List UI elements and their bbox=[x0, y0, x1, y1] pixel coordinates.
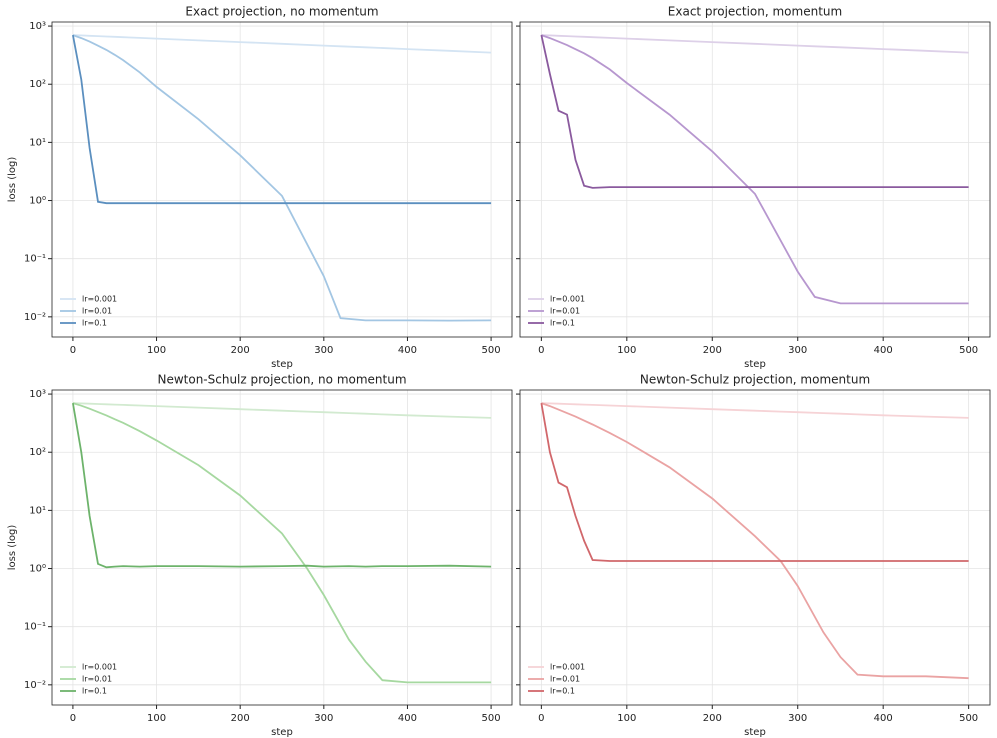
legend-label: lr=0.01 bbox=[82, 675, 112, 684]
x-axis-label: step bbox=[271, 359, 293, 370]
legend-label: lr=0.001 bbox=[550, 295, 585, 304]
y-tick-label: 10³ bbox=[29, 389, 46, 400]
y-tick-label: 10⁻² bbox=[24, 680, 46, 691]
line-series bbox=[72, 34, 492, 205]
axes-frame bbox=[51, 389, 513, 706]
x-tick-label: 200 bbox=[231, 713, 250, 724]
legend-label: lr=0.1 bbox=[550, 687, 575, 696]
chart-title: Exact projection, momentum bbox=[668, 5, 842, 19]
y-tick-label: 10⁻¹ bbox=[24, 254, 46, 265]
x-tick-label: 500 bbox=[959, 713, 978, 724]
x-tick-label: 400 bbox=[398, 713, 417, 724]
chart-title: Newton-Schulz projection, momentum bbox=[640, 373, 870, 387]
x-tick-label: 0 bbox=[538, 713, 544, 724]
y-axis-label: loss (log) bbox=[7, 525, 18, 571]
chart-title: Exact projection, no momentum bbox=[185, 5, 378, 19]
x-tick-label: 100 bbox=[147, 345, 166, 356]
x-tick-label: 500 bbox=[959, 345, 978, 356]
line-series bbox=[540, 402, 969, 562]
line-series bbox=[72, 34, 492, 322]
x-tick-label: 100 bbox=[617, 713, 636, 724]
x-tick-label: 400 bbox=[398, 345, 417, 356]
line-series bbox=[72, 402, 492, 684]
x-axis-label: step bbox=[271, 727, 293, 738]
x-tick-label: 0 bbox=[70, 713, 76, 724]
plot-area bbox=[72, 402, 492, 684]
x-tick-label: 300 bbox=[788, 345, 807, 356]
line-series bbox=[541, 402, 969, 419]
legend-label: lr=0.01 bbox=[82, 307, 112, 316]
x-tick-label: 200 bbox=[231, 345, 250, 356]
line-series bbox=[72, 34, 492, 54]
y-tick-label: 10² bbox=[29, 447, 46, 458]
legend-label: lr=0.001 bbox=[550, 663, 585, 672]
y-tick-label: 10¹ bbox=[29, 137, 46, 148]
x-tick-label: 500 bbox=[482, 713, 501, 724]
line-series bbox=[541, 402, 969, 680]
line-series bbox=[72, 402, 492, 569]
x-tick-label: 200 bbox=[703, 713, 722, 724]
x-tick-label: 100 bbox=[617, 345, 636, 356]
x-tick-label: 400 bbox=[874, 713, 893, 724]
plot-area bbox=[540, 34, 969, 305]
legend-label: lr=0.1 bbox=[82, 319, 107, 328]
axes-frame bbox=[519, 21, 991, 338]
y-tick-label: 10³ bbox=[29, 21, 46, 32]
y-tick-label: 10⁰ bbox=[29, 564, 46, 575]
x-tick-label: 400 bbox=[874, 345, 893, 356]
x-tick-label: 500 bbox=[482, 345, 501, 356]
x-tick-label: 0 bbox=[70, 345, 76, 356]
legend-label: lr=0.1 bbox=[82, 687, 107, 696]
x-tick-label: 300 bbox=[788, 713, 807, 724]
y-tick-label: 10⁰ bbox=[29, 196, 46, 207]
axes-frame bbox=[51, 21, 513, 338]
y-tick-label: 10¹ bbox=[29, 505, 46, 516]
line-series bbox=[541, 34, 969, 54]
x-axis-label: step bbox=[744, 727, 766, 738]
y-axis-label: loss (log) bbox=[7, 157, 18, 203]
y-tick-label: 10² bbox=[29, 79, 46, 90]
y-tick-label: 10⁻¹ bbox=[24, 622, 46, 633]
legend-label: lr=0.01 bbox=[550, 675, 580, 684]
x-tick-label: 0 bbox=[538, 345, 544, 356]
y-tick-label: 10⁻² bbox=[24, 312, 46, 323]
chart-title: Newton-Schulz projection, no momentum bbox=[157, 373, 406, 387]
plot-area bbox=[72, 34, 492, 322]
legend-label: lr=0.001 bbox=[82, 663, 117, 672]
line-series bbox=[541, 34, 969, 305]
legend-label: lr=0.1 bbox=[550, 319, 575, 328]
line-series bbox=[72, 402, 492, 419]
x-tick-label: 200 bbox=[703, 345, 722, 356]
plot-area bbox=[540, 402, 969, 680]
legend-label: lr=0.01 bbox=[550, 307, 580, 316]
legend-label: lr=0.001 bbox=[82, 295, 117, 304]
x-tick-label: 300 bbox=[314, 345, 333, 356]
line-series bbox=[540, 34, 969, 189]
x-axis-label: step bbox=[744, 359, 766, 370]
x-tick-label: 100 bbox=[147, 713, 166, 724]
x-tick-label: 300 bbox=[314, 713, 333, 724]
axes-frame bbox=[519, 389, 991, 706]
